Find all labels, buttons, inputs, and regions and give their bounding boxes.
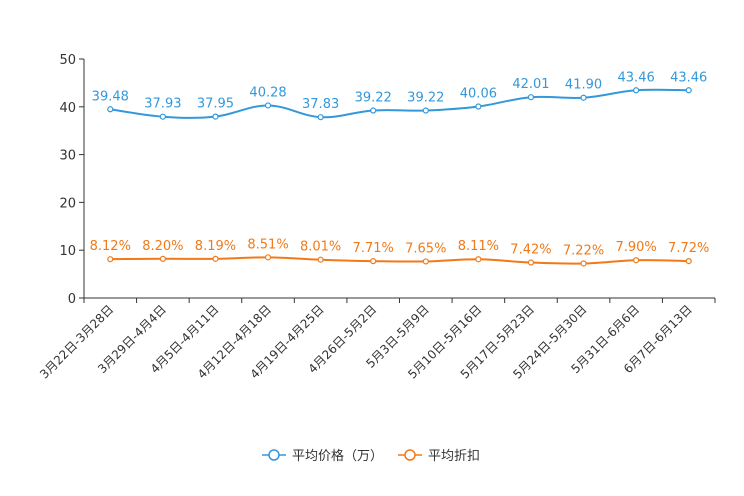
series-line: [110, 256, 689, 265]
data-point[interactable]: [159, 113, 166, 120]
series-2: 8.12% 8.20% 8.19% 8.51% 8.01% 7.71% 7.65% 8.11%…: [90, 237, 709, 267]
y-tick-label: 30: [59, 149, 76, 164]
data-label: 7.22%: [563, 243, 604, 258]
data-label: 37.93: [144, 97, 181, 112]
y-axis-ticks: 0 10 20 30 40 50: [59, 53, 84, 307]
data-point[interactable]: [475, 103, 482, 110]
data-label: 41.90: [565, 78, 602, 93]
data-label: 7.72%: [668, 241, 709, 256]
data-label: 40.28: [249, 85, 286, 100]
data-label: 37.83: [302, 97, 339, 112]
data-point[interactable]: [317, 256, 324, 263]
data-point[interactable]: [107, 106, 114, 113]
data-point[interactable]: [685, 257, 692, 265]
legend-item-1[interactable]: 平均价格（万）: [262, 448, 383, 464]
data-point[interactable]: [527, 259, 535, 266]
legend-label: 平均价格（万）: [292, 448, 383, 464]
data-point[interactable]: [633, 87, 640, 94]
data-point[interactable]: [107, 256, 114, 263]
legend-label: 平均折扣: [428, 449, 480, 464]
legend-marker-icon: [268, 449, 280, 461]
data-point[interactable]: [475, 256, 482, 263]
data-point[interactable]: [212, 255, 219, 262]
data-label: 43.46: [670, 70, 707, 85]
y-tick-label: 50: [59, 53, 76, 68]
data-point[interactable]: [527, 94, 535, 101]
data-label: 7.42%: [510, 243, 551, 258]
data-label: 7.90%: [615, 240, 656, 255]
legend-item-2[interactable]: 平均折扣: [398, 449, 480, 464]
data-point[interactable]: [212, 113, 219, 120]
data-label: 8.11%: [458, 239, 499, 254]
data-point[interactable]: [580, 94, 587, 101]
data-label: 42.01: [512, 77, 549, 92]
data-label: 8.51%: [247, 237, 288, 252]
data-label: 8.19%: [195, 239, 236, 254]
data-point[interactable]: [633, 257, 640, 264]
data-label: 39.22: [355, 91, 392, 106]
data-point[interactable]: [159, 255, 166, 262]
data-point[interactable]: [317, 114, 324, 121]
data-label: 39.48: [92, 89, 129, 104]
y-tick-label: 10: [59, 244, 76, 259]
axes: [83, 59, 716, 303]
series-layer: 39.48 37.93 37.95 40.28 37.83 39.22 39.22 40.06…: [90, 70, 709, 267]
series-line: [110, 88, 689, 119]
y-tick-label: 40: [59, 101, 76, 116]
data-point[interactable]: [422, 258, 429, 265]
data-label: 8.12%: [90, 239, 131, 254]
y-tick-label: 0: [68, 292, 76, 307]
data-label: 37.95: [197, 97, 234, 112]
data-point[interactable]: [422, 107, 429, 114]
legend-marker-icon: [404, 449, 416, 461]
data-label: 8.01%: [300, 240, 341, 255]
data-label: 7.65%: [405, 241, 446, 256]
data-label: 8.20%: [142, 239, 183, 254]
data-point[interactable]: [264, 254, 272, 261]
data-label: 43.46: [618, 70, 655, 85]
data-point[interactable]: [370, 107, 377, 114]
data-point[interactable]: [685, 87, 692, 94]
data-point[interactable]: [370, 258, 377, 265]
data-label: 40.06: [460, 87, 497, 102]
series-1: 39.48 37.93 37.95 40.28 37.83 39.22 39.22 40.06…: [92, 70, 707, 121]
legend[interactable]: 平均价格（万） 平均折扣: [262, 448, 480, 464]
data-point[interactable]: [580, 260, 587, 267]
data-label: 39.22: [407, 91, 444, 106]
x-tick-labels: 3月22日-3月28日3月29日-4月4日4月5日-4月11日4月12日-4月1…: [37, 302, 695, 381]
y-tick-label: 20: [59, 196, 76, 211]
data-label: 7.71%: [353, 241, 394, 256]
data-point[interactable]: [264, 102, 272, 109]
